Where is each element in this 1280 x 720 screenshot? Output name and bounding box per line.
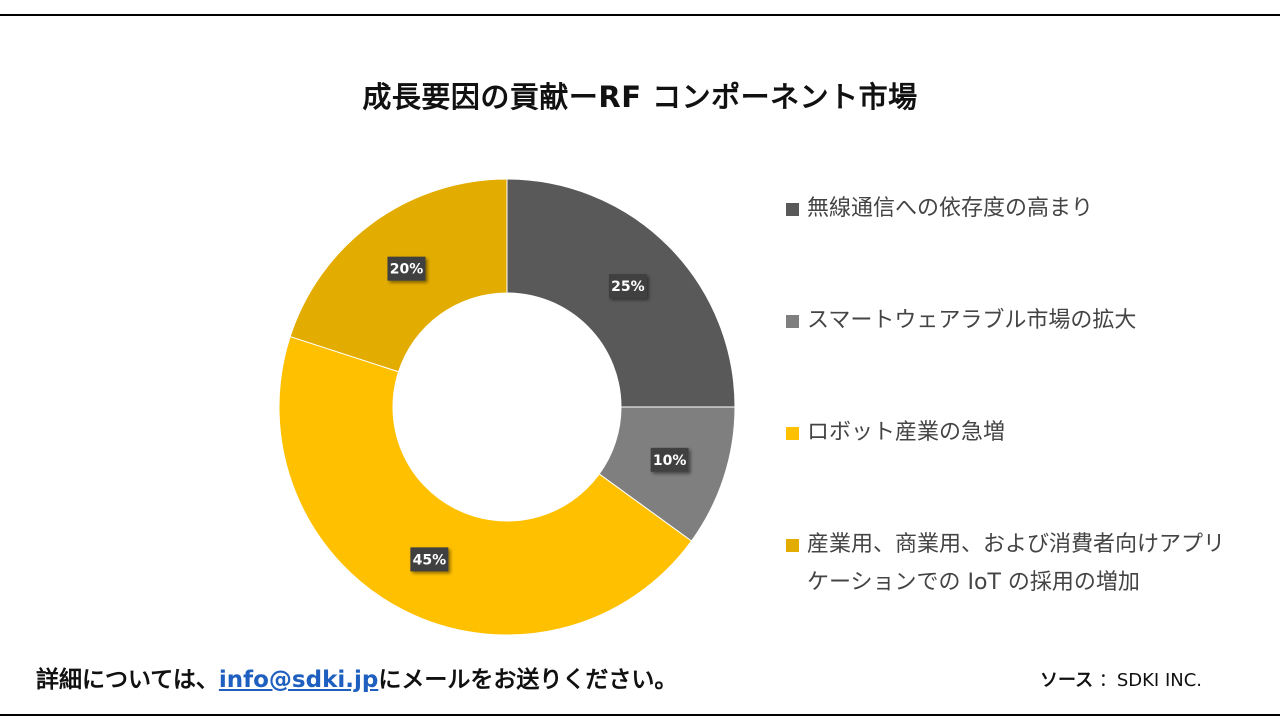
legend-label: 産業用、商業用、および消費者向けアプリケーションでの IoT の採用の増加 [807, 532, 1226, 595]
donut-slice [278, 335, 693, 636]
legend-swatch [786, 539, 799, 552]
source-note: ソース ：SDKI INC. [1040, 666, 1202, 692]
donut-chart: 25% 10% 45% 20% [278, 178, 736, 636]
data-label-text: 20% [390, 262, 424, 278]
legend-swatch [786, 315, 799, 328]
email-link[interactable]: info@sdki.jp [218, 667, 379, 693]
legend-item: ロボット産業の急増 [786, 414, 1227, 452]
data-label-text: 25% [611, 279, 645, 295]
top-rule [0, 14, 1280, 16]
legend-label: ロボット産業の急増 [807, 420, 1006, 445]
source-label: ソース [1040, 670, 1094, 691]
data-label-box [410, 547, 449, 572]
data-label: 25% [608, 274, 647, 299]
contact-prefix: 詳細については、 [36, 667, 219, 693]
legend-label: 無線通信への依存度の高まり [807, 196, 1094, 221]
data-label-box [387, 256, 426, 281]
legend-swatch [786, 203, 799, 216]
source-value: ：SDKI INC. [1098, 670, 1203, 691]
contact-note: 詳細については、info@sdki.jpにメールをお送りください。 [36, 660, 677, 694]
legend-item: スマートウェアラブル市場の拡大 [786, 302, 1227, 340]
legend-label: スマートウェアラブル市場の拡大 [807, 308, 1137, 333]
chart-title: 成長要因の貢献ーRF コンポーネント市場 [362, 80, 918, 114]
legend-item: 無線通信への依存度の高まり [786, 190, 1227, 228]
legend-swatch [786, 427, 799, 440]
data-label: 10% [650, 447, 689, 472]
data-label-text: 10% [653, 453, 687, 469]
legend-item: 産業用、商業用、および消費者向けアプリケーションでの IoT の採用の増加 [786, 526, 1227, 602]
contact-suffix: にメールをお送りください。 [378, 667, 678, 693]
data-label-text: 45% [413, 552, 447, 568]
data-label: 20% [387, 256, 426, 281]
data-label-box [650, 447, 689, 472]
data-label: 45% [410, 547, 449, 572]
data-label-box [608, 274, 647, 299]
bottom-rule [0, 714, 1280, 716]
